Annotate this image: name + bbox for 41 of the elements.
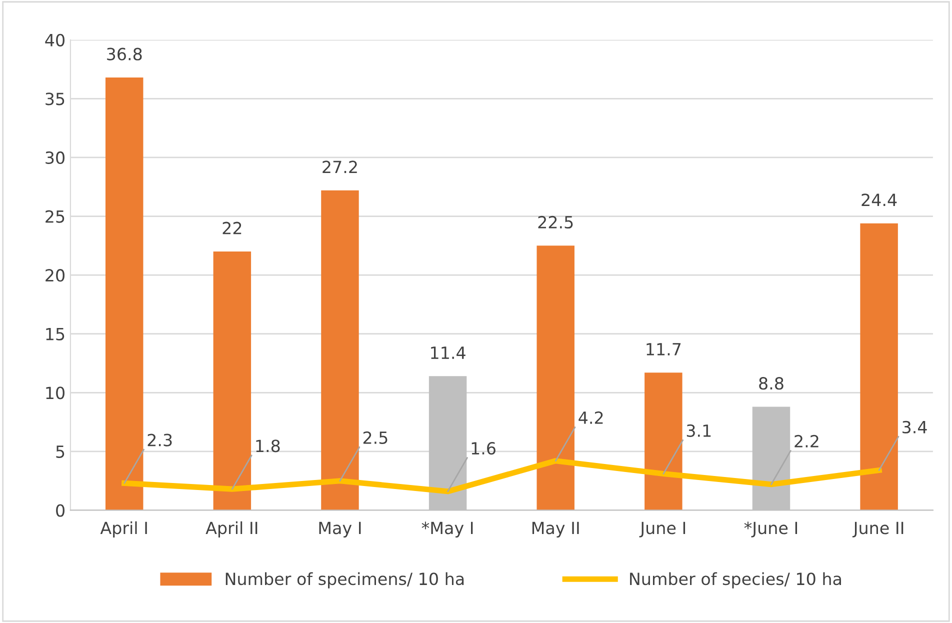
- x-tick-label: *June I: [744, 522, 798, 538]
- data-label: 27.2: [322, 160, 357, 174]
- y-tick-label: 25: [46, 210, 64, 223]
- data-label: 11.7: [646, 343, 681, 356]
- annotation: 2.3: [148, 434, 172, 446]
- annotation: 1.8: [256, 440, 280, 452]
- data-label: 8.8: [759, 377, 784, 390]
- y-tick-label: 40: [45, 34, 64, 46]
- data-label: 22.5: [538, 216, 573, 229]
- bar: [321, 190, 359, 510]
- x-tick-label: May I: [319, 522, 361, 538]
- data-label: 22: [222, 222, 242, 234]
- y-tick-label: 10: [46, 386, 64, 400]
- x-tick-label: May II: [532, 522, 579, 538]
- annotation: 2.2: [794, 434, 818, 448]
- bar: [105, 78, 144, 510]
- bar: [536, 246, 574, 510]
- annotation: 3.1: [686, 424, 711, 437]
- y-tick-label: 5: [56, 446, 64, 458]
- x-tick-label: April II: [206, 521, 258, 538]
- bar: [644, 372, 682, 510]
- y-tick-label: 35: [46, 92, 64, 106]
- bar: [213, 252, 252, 510]
- annotation: 3.4: [902, 420, 927, 434]
- y-tick-label: 20: [46, 269, 64, 282]
- data-label: 11.4: [431, 346, 466, 359]
- x-tick-label: June I: [639, 522, 686, 538]
- x-tick-label: April I: [100, 521, 147, 538]
- x-tick-label: June II: [852, 522, 904, 538]
- x-tick-label: *May I: [422, 522, 473, 538]
- y-tick-label: 15: [46, 328, 64, 340]
- legend-label: Number of specimens/ 10 ha: [226, 572, 464, 588]
- y-tick-label: 0: [56, 504, 64, 517]
- legend-label: Number of species/ 10 ha: [630, 572, 841, 588]
- annotation: 2.5: [363, 431, 388, 444]
- y-tick-label: 30: [46, 151, 64, 164]
- annotation: 1.6: [472, 442, 496, 455]
- data-label: 36.8: [107, 48, 142, 60]
- bar: [860, 223, 898, 510]
- annotation: 4.2: [578, 411, 603, 424]
- data-label: 24.4: [862, 194, 897, 206]
